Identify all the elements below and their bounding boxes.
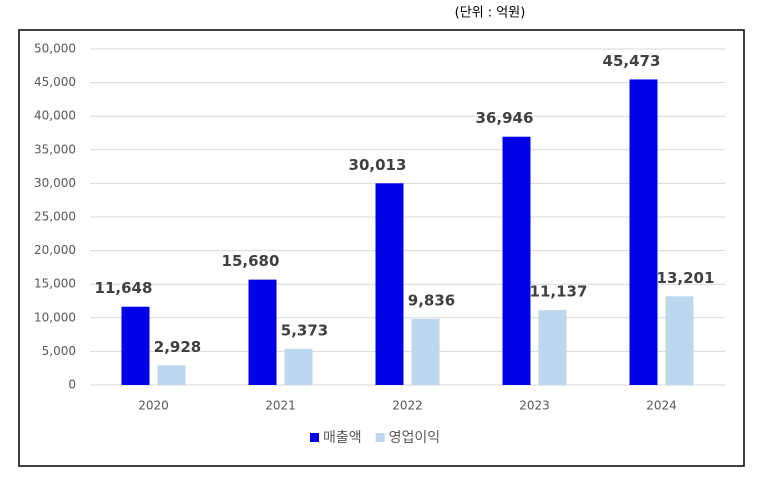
y-tick-label: 15,000 [34, 277, 76, 291]
y-tick-label: 30,000 [34, 176, 76, 190]
value-label: 9,836 [408, 291, 455, 309]
value-label: 36,946 [476, 109, 534, 127]
bar [629, 79, 658, 385]
y-tick-label: 35,000 [34, 142, 76, 156]
bar [502, 136, 531, 385]
bar [411, 318, 440, 385]
bar [284, 348, 313, 385]
legend-swatch [375, 433, 385, 442]
bar [248, 279, 277, 385]
y-tick-label: 0 [68, 378, 76, 392]
x-tick-label: 2024 [646, 399, 677, 413]
x-tick-label: 2021 [265, 399, 296, 413]
x-tick-label: 2023 [519, 399, 550, 413]
y-tick-label: 5,000 [42, 344, 76, 358]
value-label: 11,648 [95, 279, 153, 297]
bar [375, 183, 404, 385]
value-label: 45,473 [603, 52, 661, 70]
y-tick-label: 45,000 [34, 75, 76, 89]
y-tick-label: 25,000 [34, 210, 76, 224]
value-label: 30,013 [349, 156, 407, 174]
y-tick-label: 20,000 [34, 243, 76, 257]
bar [665, 296, 694, 385]
value-label: 5,373 [281, 321, 328, 339]
legend-swatch [310, 433, 319, 442]
value-label: 13,201 [657, 269, 715, 287]
value-label: 15,680 [222, 252, 280, 270]
bar [538, 310, 567, 385]
bar [157, 365, 186, 385]
y-tick-label: 40,000 [34, 109, 76, 123]
y-tick-label: 50,000 [34, 42, 76, 56]
unit-note: (단위 : 억원) [455, 6, 526, 21]
y-tick-label: 10,000 [34, 310, 76, 324]
x-tick-label: 2022 [392, 399, 423, 413]
x-tick-label: 2020 [138, 399, 169, 413]
value-label: 2,928 [154, 338, 201, 356]
legend-label: 영업이익 [389, 430, 441, 446]
bar [121, 306, 150, 385]
legend-label: 매출액 [323, 430, 362, 446]
value-label: 11,137 [530, 283, 588, 301]
